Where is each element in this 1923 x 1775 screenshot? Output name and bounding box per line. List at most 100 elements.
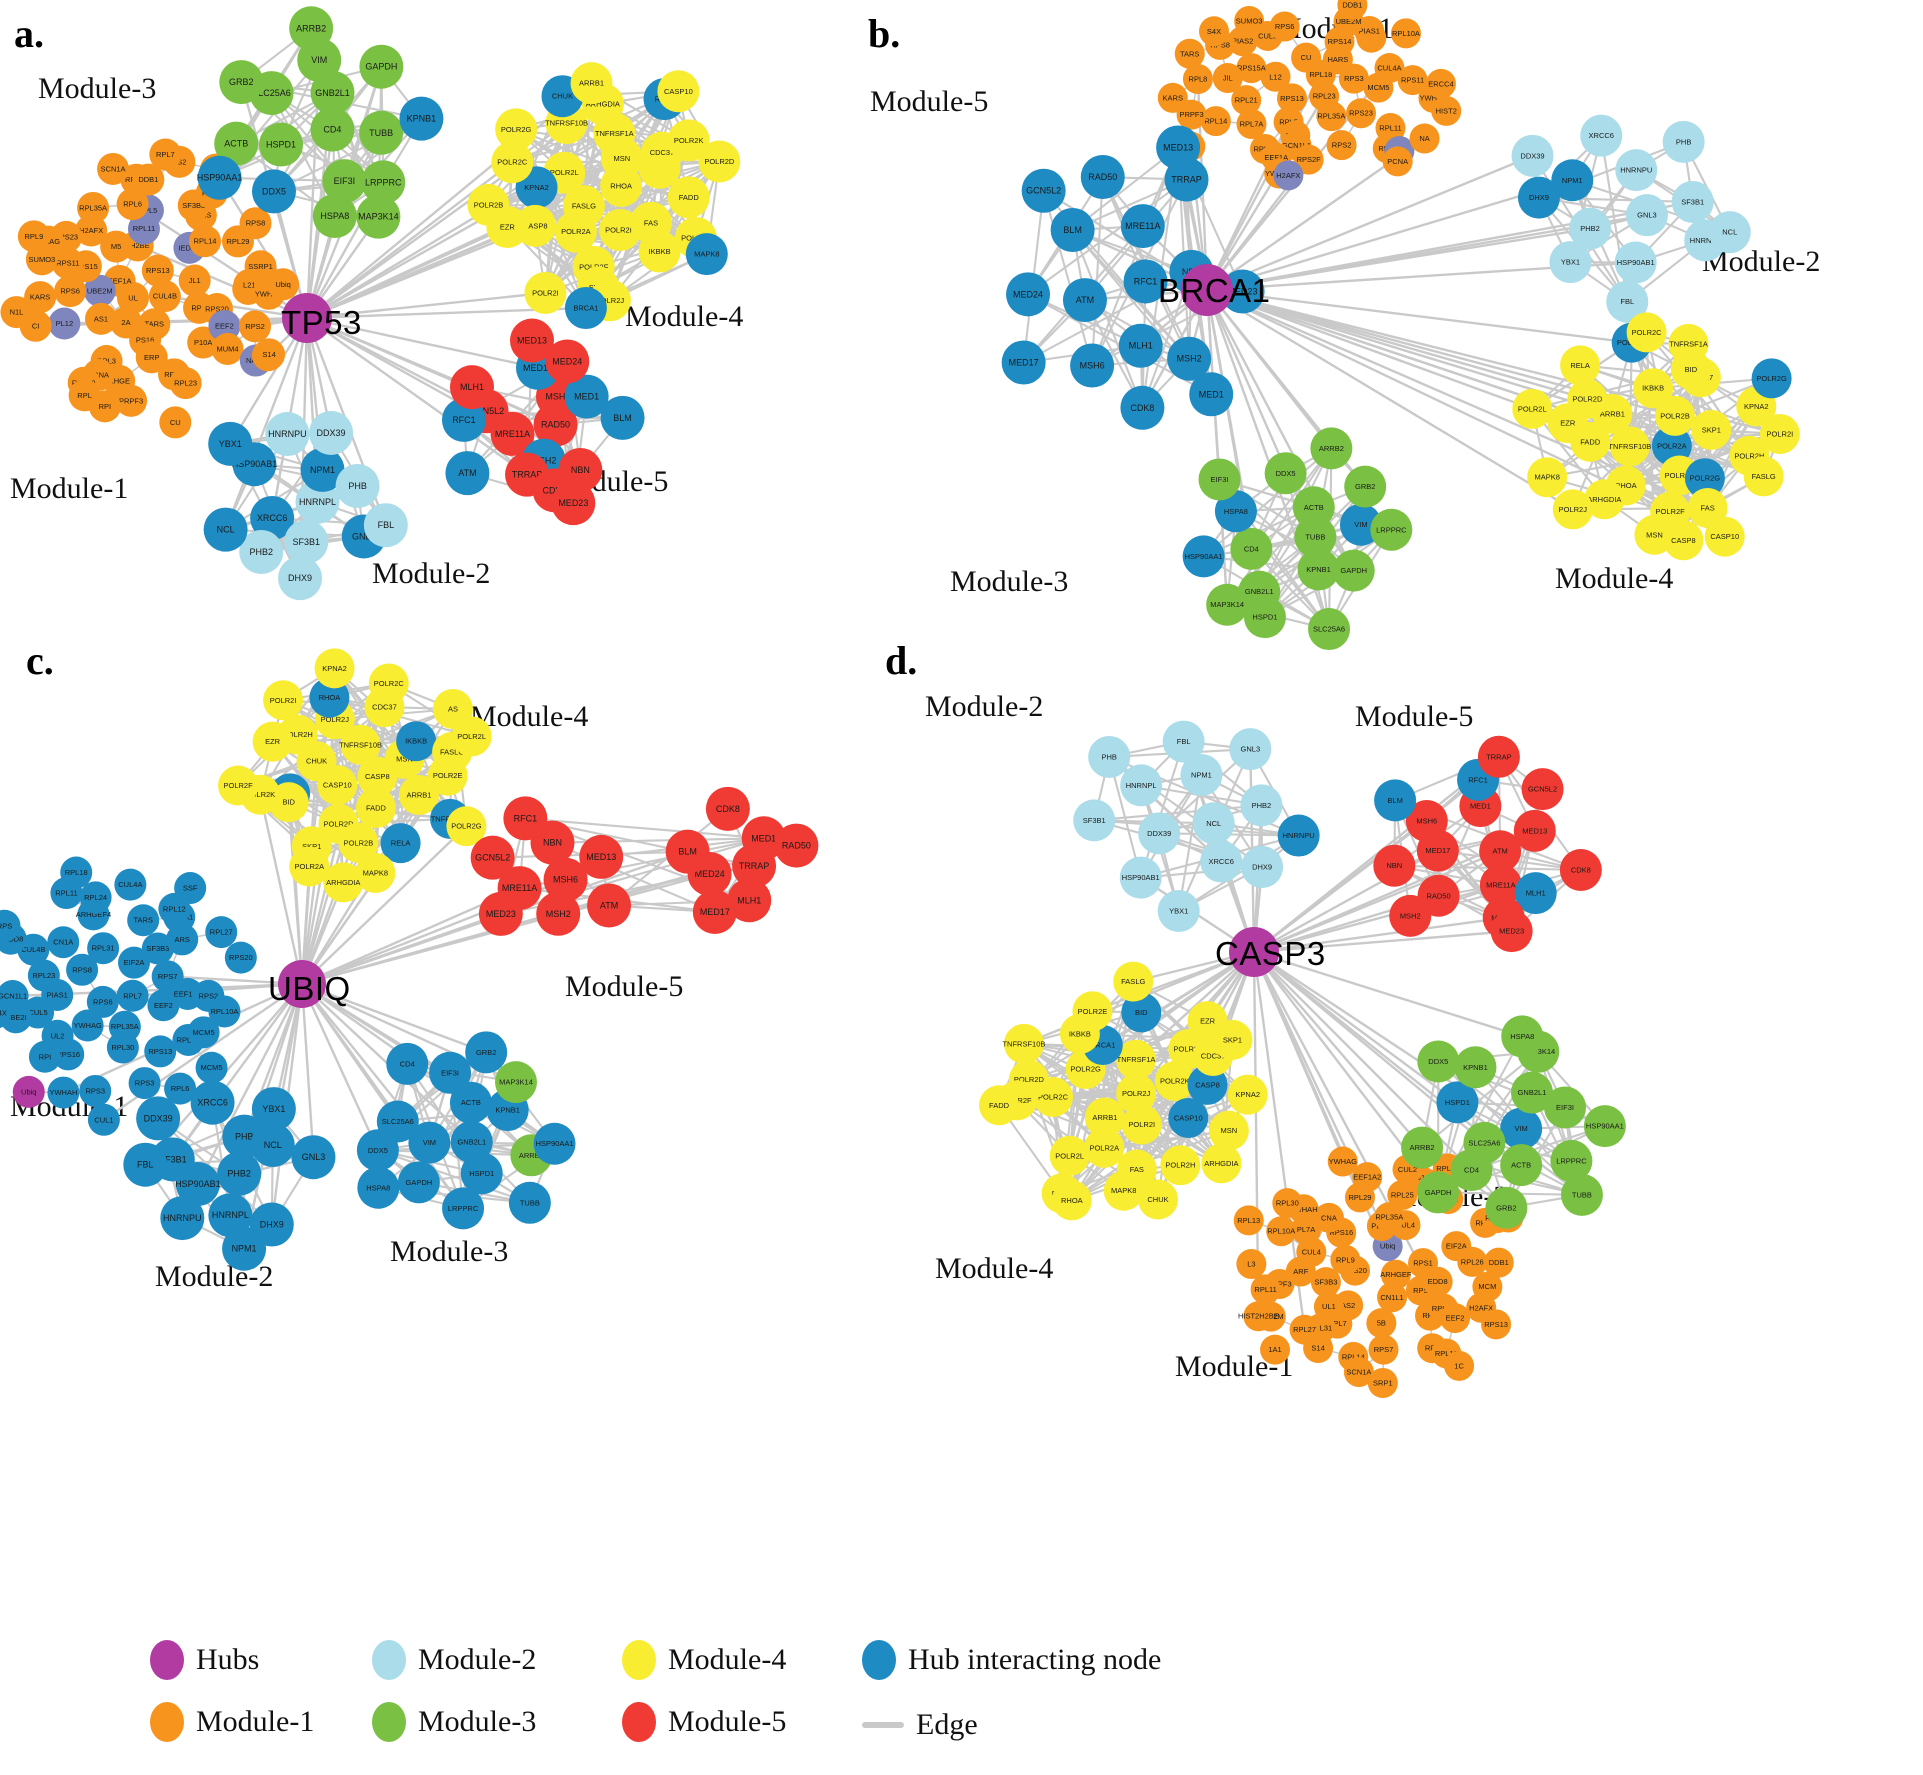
- node-RPS23[interactable]: RPS23: [1346, 98, 1377, 129]
- node-GRB2[interactable]: GRB2: [1344, 465, 1387, 508]
- node-MSH2[interactable]: MSH2: [1389, 894, 1432, 937]
- node-YBX1[interactable]: YBX1: [251, 1087, 296, 1132]
- node-KPNA2[interactable]: KPNA2: [314, 648, 355, 689]
- node-IKBKB[interactable]: IKBKB: [1633, 368, 1674, 409]
- node-GAPDH[interactable]: GAPDH: [397, 1161, 440, 1204]
- node-HSPD1[interactable]: HSPD1: [259, 122, 304, 167]
- node-DDX5[interactable]: DDX5: [1417, 1040, 1460, 1083]
- node-EIF3I[interactable]: EIF3I: [1198, 458, 1241, 501]
- node-DDX39[interactable]: DDX39: [1511, 134, 1554, 177]
- node-POLR2G[interactable]: POLR2G: [495, 108, 538, 151]
- node-CD4[interactable]: CD4: [1230, 527, 1273, 570]
- node-HIST2[interactable]: HIST2: [1431, 95, 1462, 126]
- node-5B[interactable]: 5B: [1366, 1308, 1397, 1339]
- node-IKBKB[interactable]: IKBKB: [396, 721, 437, 762]
- node-SSF[interactable]: SSF: [174, 872, 207, 905]
- node-HNRNPU[interactable]: HNRNPU: [265, 412, 310, 457]
- node-AS[interactable]: AS: [432, 688, 473, 729]
- node-HSPA8[interactable]: HSPA8: [1501, 1015, 1544, 1058]
- node-TNFRSF1A[interactable]: TNFRSF1A: [1668, 323, 1709, 364]
- node-FADD[interactable]: FADD: [355, 787, 396, 828]
- node-GAPDH[interactable]: GAPDH: [1332, 549, 1375, 592]
- node-MED23[interactable]: MED23: [478, 891, 523, 936]
- node-RFC1[interactable]: RFC1: [503, 796, 548, 841]
- node-FBL[interactable]: FBL: [1162, 720, 1205, 763]
- hub-node-tp53[interactable]: [282, 293, 332, 343]
- node-SF3B1[interactable]: SF3B1: [1671, 180, 1714, 223]
- node-POLR2I[interactable]: POLR2I: [1121, 1104, 1162, 1145]
- node-GCN5L2[interactable]: GCN5L2: [1021, 168, 1066, 213]
- node-SUMO3[interactable]: SUMO3: [1234, 6, 1265, 37]
- node-GAPDH[interactable]: GAPDH: [1417, 1171, 1460, 1214]
- node-DHX9[interactable]: DHX9: [1241, 845, 1284, 888]
- node-RHOA[interactable]: RHOA: [1051, 1180, 1092, 1221]
- node-GRB2[interactable]: GRB2: [465, 1031, 508, 1074]
- node-ARRB1[interactable]: ARRB1: [570, 62, 613, 105]
- node-XRCC6[interactable]: XRCC6: [1200, 840, 1243, 883]
- node-POLR2C[interactable]: POLR2C: [368, 663, 409, 704]
- node-ARRB2[interactable]: ARRB2: [1401, 1126, 1444, 1169]
- node-RPL35A[interactable]: RPL35A: [77, 191, 110, 224]
- node-POLR2G[interactable]: POLR2G: [1751, 358, 1792, 399]
- node-MSH2[interactable]: MSH2: [536, 891, 581, 936]
- node-N1L[interactable]: N1L: [0, 296, 33, 329]
- node-HNRNPU[interactable]: HNRNPU: [160, 1196, 205, 1241]
- node-ARHGDIA[interactable]: ARHGDIA: [1201, 1143, 1242, 1184]
- node-MAP3K14[interactable]: MAP3K14: [356, 194, 401, 239]
- node-ACTB[interactable]: ACTB: [1500, 1144, 1543, 1187]
- node-PL12[interactable]: PL12: [48, 307, 81, 340]
- node-FBL[interactable]: FBL: [363, 503, 408, 548]
- node-YWHAH[interactable]: YWHAH: [47, 1076, 80, 1109]
- node-RAD50[interactable]: RAD50: [1080, 154, 1125, 199]
- node-RPL35A[interactable]: RPL35A: [1316, 101, 1347, 132]
- node-CN1A[interactable]: CN1A: [47, 926, 80, 959]
- node-POLR2L[interactable]: POLR2L: [1049, 1135, 1090, 1176]
- hub-node-ubiq[interactable]: [278, 960, 326, 1008]
- node-RPL7[interactable]: RPL7: [116, 979, 149, 1012]
- node-LRPPRC[interactable]: LRPPRC: [1370, 508, 1413, 551]
- node-DHX9[interactable]: DHX9: [1517, 176, 1560, 219]
- node-POLR2A[interactable]: POLR2A: [1084, 1127, 1125, 1168]
- node-SKP1[interactable]: SKP1: [1691, 409, 1732, 450]
- node-SF3B1[interactable]: SF3B1: [1073, 799, 1116, 842]
- panel-a-hub-label[interactable]: TP53: [281, 304, 362, 341]
- node-KPNA2[interactable]: KPNA2: [1227, 1074, 1268, 1115]
- node-TARS[interactable]: TARS: [127, 904, 160, 937]
- node-MED23[interactable]: MED23: [1490, 910, 1533, 953]
- node-HSP90AA1[interactable]: HSP90AA1: [1583, 1105, 1626, 1148]
- node-PHB[interactable]: PHB: [1088, 735, 1131, 778]
- node-TRRAP[interactable]: TRRAP: [1477, 735, 1520, 778]
- node-Ubiq[interactable]: Ubiq: [12, 1075, 45, 1108]
- node-HSP90AA1[interactable]: HSP90AA1: [533, 1122, 576, 1165]
- node-AS1[interactable]: AS1: [85, 302, 118, 335]
- node-GNL3[interactable]: GNL3: [291, 1135, 336, 1180]
- node-YWHAG[interactable]: YWHAG: [71, 1009, 104, 1042]
- node-MAPK8[interactable]: MAPK8: [685, 233, 728, 276]
- node-ERCC4[interactable]: ERCC4: [1425, 68, 1456, 99]
- node-POLR2I[interactable]: POLR2I: [263, 680, 304, 721]
- node-CDK8[interactable]: CDK8: [705, 786, 750, 831]
- node-POLR2I[interactable]: POLR2I: [1759, 414, 1800, 455]
- node-POLR2H[interactable]: POLR2H: [1160, 1145, 1201, 1186]
- node-SRP1[interactable]: SRP1: [1367, 1367, 1398, 1398]
- node-RPL10A[interactable]: RPL10A: [208, 995, 241, 1028]
- node-CUL1[interactable]: CUL1: [87, 1103, 120, 1136]
- node-NA[interactable]: NA: [1409, 123, 1440, 154]
- node-RPL31[interactable]: RPL31: [87, 932, 120, 965]
- node-RPS20[interactable]: RPS20: [224, 941, 257, 974]
- node-RPL23[interactable]: RPL23: [169, 367, 202, 400]
- node-NCL[interactable]: NCL: [1192, 802, 1235, 845]
- node-CU[interactable]: CU: [1291, 42, 1322, 73]
- node-BLM[interactable]: BLM: [665, 829, 710, 874]
- node-RELA[interactable]: RELA: [1560, 345, 1601, 386]
- node-SCN1A[interactable]: SCN1A: [97, 152, 130, 185]
- node-MED17[interactable]: MED17: [692, 889, 737, 934]
- node-NBN[interactable]: NBN: [1373, 844, 1416, 887]
- node-ARHGDIA[interactable]: ARHGDIA: [323, 862, 364, 903]
- node-RAD50[interactable]: RAD50: [774, 823, 819, 868]
- node-BLM[interactable]: BLM: [600, 395, 645, 440]
- node-GCN5L2[interactable]: GCN5L2: [1521, 768, 1564, 811]
- node-MUM4[interactable]: MUM4: [211, 332, 244, 365]
- node-BLM[interactable]: BLM: [1050, 208, 1095, 253]
- node-MCM5[interactable]: MCM5: [195, 1051, 228, 1084]
